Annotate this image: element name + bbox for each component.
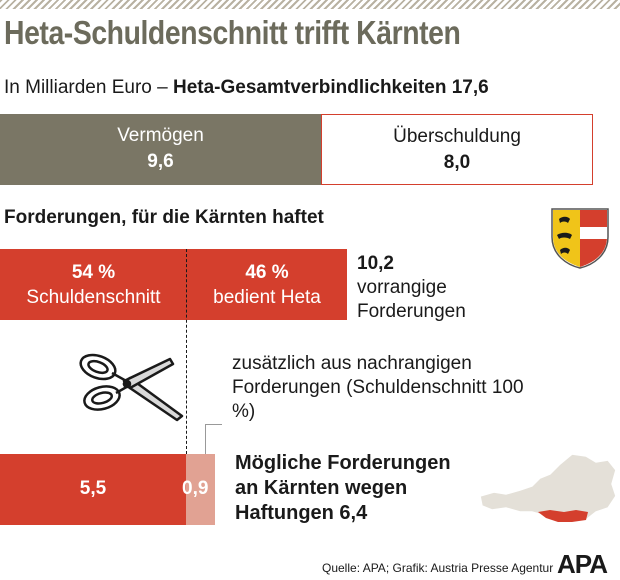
haftungen-caption: Mögliche Forderungen an Kärnten wegen Ha… bbox=[235, 451, 485, 526]
split-divider-dashed bbox=[186, 249, 187, 454]
nachrangige-note: zusätzlich aus nachrangigen Forderungen … bbox=[232, 353, 524, 422]
haftungen-caption-2: an Kärnten wegen bbox=[235, 477, 408, 499]
bar-bedient-heta-label: bedient Heta bbox=[213, 287, 321, 308]
bar-value-main-label: 5,5 bbox=[79, 478, 107, 499]
haftungen-caption-3: Haftungen 6,4 bbox=[235, 502, 368, 524]
bar-value-small-label: 0,9 bbox=[182, 478, 209, 499]
chart-subtitle: In Milliarden Euro – Heta-Gesamtverbindl… bbox=[4, 77, 489, 99]
bar-ueberschuldung: Überschuldung 8,0 bbox=[321, 114, 593, 185]
bar-vermoegen-value: 9,6 bbox=[147, 151, 174, 172]
total-forderungen-text-2: Forderungen bbox=[357, 301, 466, 322]
bar-bedient-heta-pct: 46 % bbox=[245, 262, 289, 283]
scissors-icon bbox=[79, 353, 184, 422]
bar-schuldenschnitt: 54 % Schuldenschnitt bbox=[0, 249, 187, 320]
chart-title: Heta-Schuldenschnitt trifft Kärnten bbox=[4, 14, 461, 51]
bar-ueberschuldung-label: Überschuldung bbox=[393, 126, 521, 147]
bar-vermoegen-label: Vermögen bbox=[117, 125, 204, 146]
bar-bedient-heta: 46 % bedient Heta bbox=[187, 249, 347, 320]
subtitle-total: Heta-Gesamtverbindlichkeiten 17,6 bbox=[172, 77, 489, 98]
note-connector-line bbox=[205, 424, 222, 455]
total-forderungen-label: 10,2 vorrangige Forderungen bbox=[357, 252, 466, 324]
bar-value-small: 0,9 bbox=[182, 454, 215, 525]
coat-of-arms-icon bbox=[551, 208, 609, 269]
total-forderungen-text-1: vorrangige bbox=[357, 277, 447, 298]
apa-logo-text: APA bbox=[557, 549, 608, 579]
apa-logo: APA bbox=[557, 549, 619, 579]
section-heading: Forderungen, für die Kärnten haftet bbox=[4, 207, 324, 228]
total-forderungen-value: 10,2 bbox=[357, 253, 394, 274]
subtitle-prefix: In Milliarden Euro – bbox=[4, 77, 168, 98]
header-hatch-stripe bbox=[0, 0, 620, 9]
bar-schuldenschnitt-label: Schuldenschnitt bbox=[26, 287, 161, 308]
bar-value-main: 5,5 bbox=[0, 454, 186, 525]
haftungen-caption-1: Mögliche Forderungen bbox=[235, 452, 451, 474]
bar-schuldenschnitt-pct: 54 % bbox=[71, 262, 116, 283]
bar-vermoegen: Vermögen 9,6 bbox=[0, 114, 321, 185]
bar-ueberschuldung-value: 8,0 bbox=[443, 152, 471, 173]
source-note: Quelle: APA; Grafik: Austria Presse Agen… bbox=[322, 561, 554, 575]
austria-map-icon bbox=[479, 453, 617, 523]
